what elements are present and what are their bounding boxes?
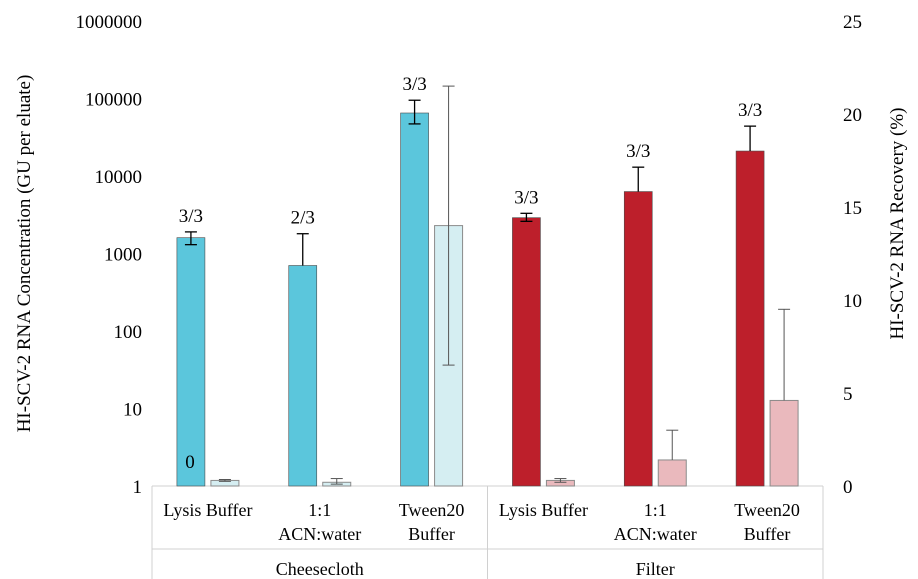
detection-annotation: 3/3 [514,187,538,208]
concentration-bar [735,150,765,487]
y-left-axis-label: HI-SCV-2 RNA Concentration (GU per eluat… [14,75,35,433]
category-label: Tween20 [734,500,800,520]
concentration-bar [288,265,318,487]
category-label: Buffer [744,524,791,544]
recovery-bar [657,459,687,487]
category-label: 1:1 [644,500,667,520]
detection-annotation: 3/3 [179,206,203,227]
y-right-tick-label: 15 [843,198,862,219]
recovery-bar [769,399,799,487]
chart-labels: Lysis Buffer 1:1 ACN:water Tween20 Buffer Che… [163,74,800,579]
y-left-tick-label: 10000 [95,167,143,188]
y-left-tick-label: 1000000 [76,12,143,33]
y-left-tick-label: 1 [133,477,143,498]
zero-annotation: 0 [185,452,195,473]
y-right-tick-label: 25 [843,12,862,33]
category-label: ACN:water [278,524,361,544]
y-left-tick-label: 10 [123,400,142,421]
detection-annotation: 3/3 [738,100,762,121]
y-left-tick-label: 100000 [85,90,142,111]
category-label: Buffer [408,524,455,544]
detection-annotation: 2/3 [291,208,315,229]
category-label: 1:1 [308,500,331,520]
category-label: ACN:water [614,524,697,544]
y-left-tick-label: 100 [114,322,143,343]
category-label: Tween20 [399,500,465,520]
group-label: Cheesecloth [276,559,364,579]
concentration-bar [176,237,206,487]
y-right-tick-label: 10 [843,291,862,312]
y-right-tick-label: 5 [843,384,853,405]
chart-axes: 1 10 100 1000 10000 100000 1000000 0 5 10 15 20 25 HI… [14,12,908,579]
concentration-bar [512,217,541,487]
category-label: Lysis Buffer [499,500,588,520]
y-left-tick-label: 1000 [104,245,142,266]
detection-annotation: 3/3 [626,141,650,162]
detection-annotation: 3/3 [402,74,426,95]
chart-bars [176,112,799,487]
y-right-axis-label: HI-SCV-2 RNA Recovery (%) [887,107,908,339]
y-right-tick-label: 0 [843,477,853,498]
concentration-bar [400,112,429,487]
category-label: Lysis Buffer [163,500,252,520]
error-bars [184,85,791,485]
concentration-bar [623,191,653,487]
group-label: Filter [636,559,675,579]
y-right-tick-label: 20 [843,105,862,126]
